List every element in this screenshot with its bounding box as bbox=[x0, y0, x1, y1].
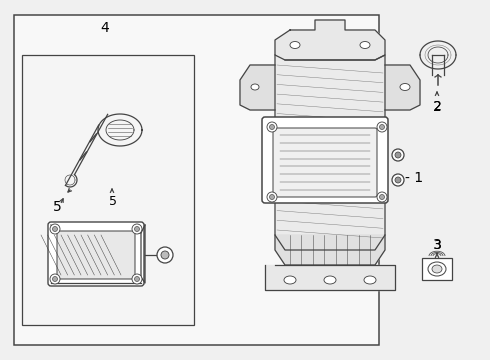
Polygon shape bbox=[265, 265, 395, 290]
Circle shape bbox=[377, 122, 387, 132]
Circle shape bbox=[392, 149, 404, 161]
FancyBboxPatch shape bbox=[262, 117, 388, 203]
Circle shape bbox=[52, 226, 57, 231]
Ellipse shape bbox=[251, 84, 259, 90]
Circle shape bbox=[392, 174, 404, 186]
Text: 3: 3 bbox=[433, 238, 441, 252]
Circle shape bbox=[52, 276, 57, 282]
Polygon shape bbox=[51, 225, 145, 233]
Circle shape bbox=[132, 224, 142, 234]
Text: 5: 5 bbox=[52, 200, 61, 214]
Circle shape bbox=[157, 247, 173, 263]
Circle shape bbox=[270, 125, 274, 130]
Text: - 1: - 1 bbox=[405, 171, 423, 185]
Bar bbox=[14, 15, 379, 345]
Circle shape bbox=[267, 122, 277, 132]
Text: 3: 3 bbox=[433, 239, 441, 252]
Polygon shape bbox=[141, 225, 145, 283]
Text: 5: 5 bbox=[109, 195, 117, 208]
Ellipse shape bbox=[290, 41, 300, 49]
Polygon shape bbox=[275, 20, 385, 60]
Circle shape bbox=[395, 177, 401, 183]
Circle shape bbox=[132, 274, 142, 284]
Polygon shape bbox=[275, 55, 385, 250]
Circle shape bbox=[395, 152, 401, 158]
FancyBboxPatch shape bbox=[48, 222, 144, 286]
Circle shape bbox=[50, 274, 60, 284]
Circle shape bbox=[377, 192, 387, 202]
Circle shape bbox=[50, 224, 60, 234]
Ellipse shape bbox=[364, 276, 376, 284]
Bar bbox=[422, 258, 452, 280]
Circle shape bbox=[134, 226, 140, 231]
Ellipse shape bbox=[324, 276, 336, 284]
Text: 2: 2 bbox=[433, 100, 441, 114]
Circle shape bbox=[134, 276, 140, 282]
Circle shape bbox=[267, 192, 277, 202]
Ellipse shape bbox=[400, 84, 410, 90]
Ellipse shape bbox=[360, 41, 370, 49]
Bar bbox=[22, 55, 194, 325]
Text: 2: 2 bbox=[433, 100, 441, 113]
Ellipse shape bbox=[428, 262, 446, 276]
Circle shape bbox=[379, 125, 385, 130]
Polygon shape bbox=[240, 65, 275, 110]
Polygon shape bbox=[275, 235, 385, 265]
FancyBboxPatch shape bbox=[57, 231, 135, 279]
Ellipse shape bbox=[432, 265, 442, 273]
Ellipse shape bbox=[284, 276, 296, 284]
FancyBboxPatch shape bbox=[273, 128, 377, 197]
Circle shape bbox=[270, 194, 274, 199]
Circle shape bbox=[379, 194, 385, 199]
Text: 4: 4 bbox=[100, 21, 109, 35]
Circle shape bbox=[161, 251, 169, 259]
Polygon shape bbox=[385, 65, 420, 110]
